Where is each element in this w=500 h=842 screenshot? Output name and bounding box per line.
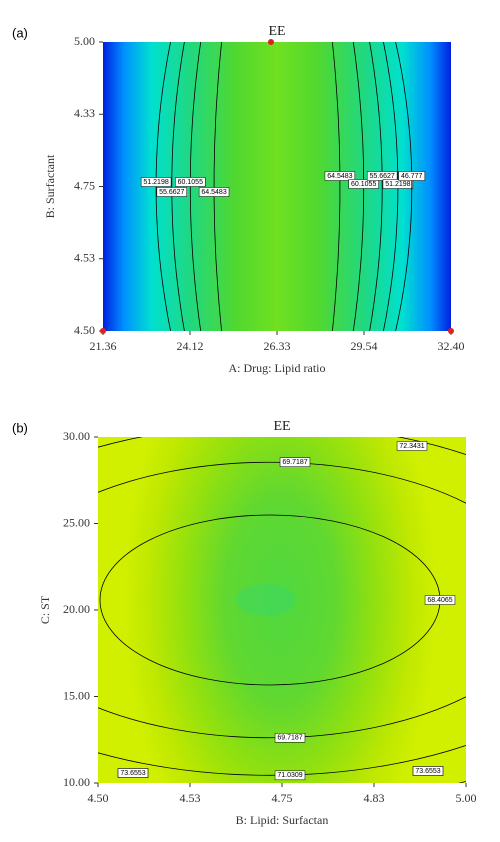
contours: 68.406569.718769.718771.030972.343172.34… xyxy=(98,437,466,783)
contour-label: 69.7187 xyxy=(277,735,302,742)
contour-label-box xyxy=(198,187,230,197)
contour-label-box xyxy=(274,770,306,781)
contour-label: 64.5483 xyxy=(327,173,352,180)
x-tick-label: 4.83 xyxy=(364,791,385,805)
contour-line xyxy=(395,42,413,331)
contour-label-box xyxy=(382,179,414,189)
x-tick-label: 32.40 xyxy=(438,339,465,353)
contour-label: 71.0309 xyxy=(277,772,302,779)
design-point xyxy=(448,328,454,334)
contour-label-box xyxy=(396,441,428,451)
design-point xyxy=(100,328,106,334)
design-point xyxy=(268,39,274,45)
panel-label: (a) xyxy=(12,25,28,40)
contour-label-box xyxy=(140,177,172,187)
y-tick-label: 30.00 xyxy=(63,429,90,443)
contour-label: 55.6627 xyxy=(369,173,394,180)
x-axis-label: A: Drug: Lipid ratio xyxy=(229,361,326,375)
y-tick-label: 4.33 xyxy=(74,106,95,120)
x-tick-label: 4.75 xyxy=(272,791,293,805)
contour-label-box xyxy=(279,457,311,467)
contour-label-box xyxy=(424,595,456,605)
contour-label: 46.777 xyxy=(401,173,423,180)
contour-line xyxy=(98,437,466,776)
contour-label: 60.1055 xyxy=(351,181,376,188)
y-tick-label: 4.75 xyxy=(74,178,95,192)
x-tick-label: 4.53 xyxy=(180,791,201,805)
contour-label-box xyxy=(398,171,426,181)
contour-label: 73.6553 xyxy=(120,770,145,777)
contour-label: 55.6627 xyxy=(159,189,184,196)
contour-line xyxy=(98,461,466,739)
contour-label-box xyxy=(348,179,379,189)
contour-label: 72.3431 xyxy=(399,443,424,450)
y-tick-label: 15.00 xyxy=(63,688,90,702)
chart-title: EE xyxy=(273,419,290,434)
contour-label-box xyxy=(274,733,306,743)
contour-line xyxy=(369,42,383,331)
contour-label: 60.1055 xyxy=(178,179,203,186)
y-tick-label: 4.53 xyxy=(74,251,95,265)
contour-line xyxy=(171,42,185,331)
contour-label-box xyxy=(175,177,206,187)
x-tick-label: 26.33 xyxy=(264,339,291,353)
y-tick-label: 4.50 xyxy=(74,323,95,337)
x-tick-label: 29.54 xyxy=(351,339,378,353)
contour-label-box xyxy=(117,768,149,778)
chart-title: EE xyxy=(268,24,285,39)
contour-label-box xyxy=(156,187,188,197)
y-tick-label: 10.00 xyxy=(63,775,90,789)
contour-label-box xyxy=(324,171,356,181)
x-tick-label: 24.12 xyxy=(177,339,204,353)
contour-label: 68.4065 xyxy=(427,597,452,604)
contours: 51.219855.662760.105564.548364.548360.10… xyxy=(140,42,426,331)
y-tick-label: 25.00 xyxy=(63,515,90,529)
x-axis-label: B: Lipid: Surfactan xyxy=(236,813,329,827)
x-tick-label: 4.50 xyxy=(88,791,109,805)
x-tick-label: 21.36 xyxy=(90,339,117,353)
contour-label: 64.5483 xyxy=(201,189,226,196)
plots: (a) EE51.219855.662760.105564.548364.5483… xyxy=(12,24,477,827)
y-tick-label: 5.00 xyxy=(74,34,95,48)
contour-label-box xyxy=(412,766,444,776)
contour-label: 73.6553 xyxy=(415,768,440,775)
y-axis-label: B: Surfactant xyxy=(43,154,57,218)
y-axis-label: C: ST xyxy=(38,595,52,624)
contour-label: 69.7187 xyxy=(282,459,307,466)
contour-label: 51.2198 xyxy=(385,181,410,188)
contour-line xyxy=(332,42,341,331)
contour-line xyxy=(213,42,222,331)
y-tick-label: 20.00 xyxy=(63,602,90,616)
panel-label: (b) xyxy=(12,420,28,435)
contour-label-box xyxy=(366,171,398,181)
contour-label: 51.2198 xyxy=(143,179,168,186)
x-tick-label: 5.00 xyxy=(456,791,477,805)
center-patch xyxy=(236,584,296,616)
